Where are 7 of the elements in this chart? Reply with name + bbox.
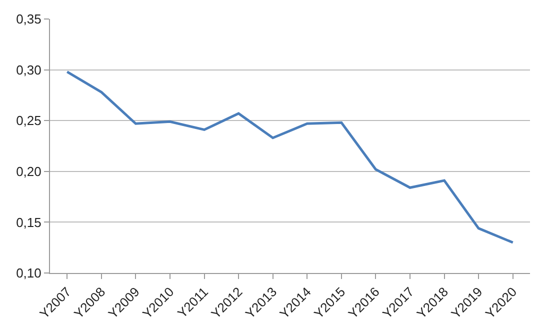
y-tick-label: 0,25 <box>16 113 42 128</box>
y-tick-label: 0,35 <box>16 12 42 27</box>
y-tick-label: 0,10 <box>16 266 42 281</box>
y-tick-label: 0,30 <box>16 62 42 78</box>
y-tick-label: 0,15 <box>16 214 42 230</box>
line-series <box>66 70 514 244</box>
y-tick-label: 0,20 <box>16 164 42 179</box>
